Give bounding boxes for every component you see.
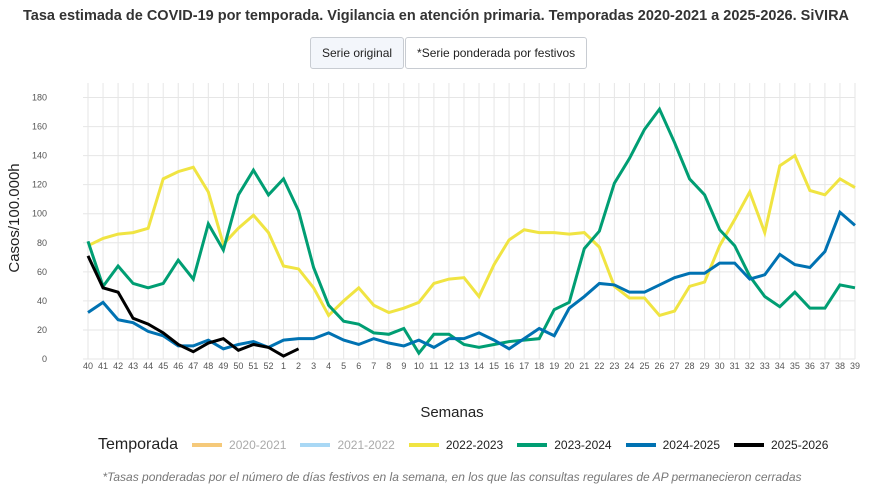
y-tick-label: 40	[37, 296, 47, 306]
x-tick-label: 35	[790, 361, 800, 371]
footnote: *Tasas ponderadas por el número de días …	[102, 470, 802, 484]
x-tick-label: 5	[341, 361, 346, 371]
legend-swatch	[625, 443, 656, 447]
series-line-2022-2023[interactable]	[87, 153, 856, 318]
y-tick-label: 60	[37, 267, 47, 277]
x-tick-label: 51	[248, 361, 258, 371]
y-tick-label: 120	[32, 180, 47, 190]
x-axis-ticks: 40 41 42 43 44 45 46 47 48 49 50 51 52 1 2 3 4 5 6 7 8 9 10 11 1…	[83, 361, 860, 371]
x-tick-label: 33	[760, 361, 770, 371]
x-tick-label: 47	[188, 361, 198, 371]
series-lines	[86, 106, 856, 358]
x-tick-label: 9	[401, 361, 406, 371]
x-tick-label: 2	[296, 361, 301, 371]
x-tick-label: 16	[504, 361, 514, 371]
x-tick-label: 10	[414, 361, 424, 371]
x-tick-label: 46	[173, 361, 183, 371]
x-tick-label: 34	[775, 361, 785, 371]
y-axis-title: Casos/100.000h	[6, 163, 23, 272]
y-tick-label: 100	[32, 209, 47, 219]
y-tick-label: 80	[37, 238, 47, 248]
x-tick-label: 39	[850, 361, 860, 371]
legend: Temporada 2020-2021 2021-2022 2022-2023 202…	[98, 436, 842, 454]
x-tick-label: 27	[670, 361, 680, 371]
series-toggle: Serie original *Serie ponderada por fest…	[310, 37, 588, 69]
x-tick-label: 1	[281, 361, 286, 371]
legend-item-2020-2021[interactable]: 2020-2021	[192, 438, 286, 452]
x-tick-label: 4	[326, 361, 331, 371]
y-tick-label: 140	[32, 151, 47, 161]
legend-swatch	[408, 443, 439, 447]
x-tick-label: 42	[113, 361, 123, 371]
legend-item-2025-2026[interactable]: 2025-2026	[734, 438, 828, 452]
y-tick-label: 20	[37, 325, 47, 335]
x-tick-label: 24	[624, 361, 634, 371]
chart-title: Tasa estimada de COVID-19 por temporada.…	[22, 8, 850, 24]
x-tick-label: 36	[805, 361, 815, 371]
original-series-button[interactable]: Serie original	[310, 37, 405, 69]
grid	[83, 83, 856, 360]
legend-label: 2024-2025	[662, 438, 720, 452]
x-tick-label: 44	[143, 361, 153, 371]
series-line-2024-2025[interactable]	[87, 209, 856, 351]
x-tick-label: 43	[128, 361, 138, 371]
x-tick-label: 13	[459, 361, 469, 371]
legend-item-2024-2025[interactable]: 2024-2025	[625, 438, 720, 452]
legend-label: 2020-2021	[229, 438, 287, 452]
x-tick-label: 21	[579, 361, 589, 371]
holiday-weighted-series-button[interactable]: *Serie ponderada por festivos	[405, 37, 588, 69]
x-tick-label: 17	[519, 361, 529, 371]
legend-item-2023-2024[interactable]: 2023-2024	[517, 438, 612, 452]
legend-swatch	[192, 443, 223, 447]
x-tick-label: 14	[474, 361, 484, 371]
x-tick-label: 22	[594, 361, 604, 371]
x-tick-label: 7	[371, 361, 376, 371]
x-tick-label: 15	[489, 361, 499, 371]
legend-swatch	[300, 443, 331, 447]
x-tick-label: 28	[685, 361, 695, 371]
legend-label: 2021-2022	[337, 438, 395, 452]
y-tick-label: 0	[42, 354, 47, 364]
x-tick-label: 40	[83, 361, 93, 371]
legend-swatch	[517, 443, 548, 447]
legend-swatch	[734, 443, 764, 447]
x-tick-label: 26	[654, 361, 664, 371]
x-tick-label: 29	[700, 361, 710, 371]
legend-title: Temporada	[98, 436, 179, 453]
legend-label: 2022-2023	[445, 438, 504, 452]
x-tick-label: 37	[820, 361, 830, 371]
x-tick-label: 18	[534, 361, 544, 371]
x-tick-label: 8	[386, 361, 391, 371]
x-tick-label: 19	[549, 361, 559, 371]
x-tick-label: 23	[609, 361, 619, 371]
x-axis-title: Semanas	[420, 404, 483, 421]
x-tick-label: 32	[745, 361, 755, 371]
x-tick-label: 6	[356, 361, 361, 371]
x-tick-label: 25	[639, 361, 649, 371]
legend-item-2022-2023[interactable]: 2022-2023	[408, 438, 504, 452]
x-tick-label: 12	[444, 361, 454, 371]
x-tick-label: 52	[263, 361, 273, 371]
legend-item-2021-2022[interactable]: 2021-2022	[300, 438, 395, 452]
x-tick-label: 41	[98, 361, 108, 371]
x-tick-label: 31	[730, 361, 740, 371]
legend-label: 2025-2026	[771, 438, 829, 452]
legend-label: 2023-2024	[554, 438, 612, 452]
y-tick-label: 160	[32, 122, 47, 132]
y-axis-ticks: 0 20 40 60 80 100 120 140 160 180	[32, 93, 47, 364]
x-tick-label: 3	[311, 361, 316, 371]
x-tick-label: 30	[715, 361, 725, 371]
x-tick-label: 45	[158, 361, 168, 371]
series-line-2025-2026[interactable]	[86, 255, 300, 358]
x-tick-label: 48	[203, 361, 213, 371]
x-tick-label: 20	[564, 361, 574, 371]
x-tick-label: 11	[429, 361, 438, 371]
x-tick-label: 49	[218, 361, 228, 371]
y-tick-label: 180	[32, 93, 47, 103]
series-line-2023-2024[interactable]	[86, 106, 856, 356]
x-tick-label: 50	[233, 361, 243, 371]
x-tick-label: 38	[835, 361, 845, 371]
